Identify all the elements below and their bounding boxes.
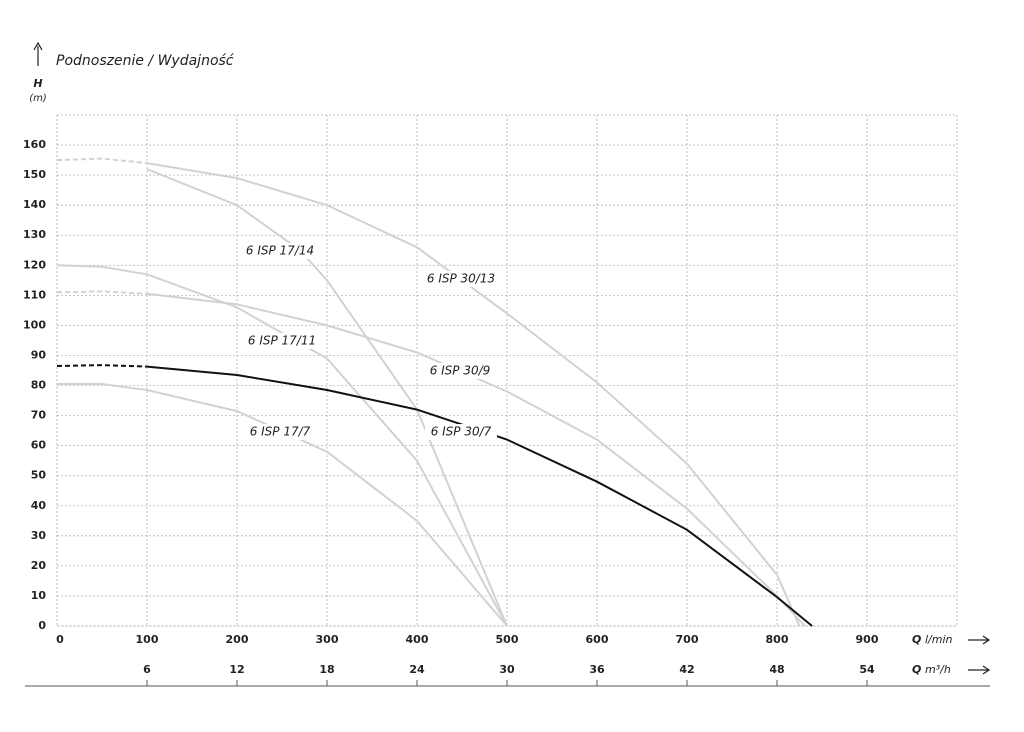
y-tick-label: 140 [23,198,46,211]
x2-tick-label: 36 [589,663,605,676]
x-tick-label: 200 [226,633,249,646]
x2-tick-label: 6 [143,663,151,676]
x-tick-label: 600 [586,633,609,646]
y-arrow-head [33,41,43,51]
curve-label: 6 ISP 17/14 [246,244,314,258]
x-unit: l/min [925,633,953,646]
x2-tick-label: 54 [859,663,875,676]
y-tick-label: 40 [31,499,47,512]
curves [56,157,813,627]
y-tick-label: 130 [23,228,46,241]
label-bg [246,333,318,349]
x2-tick-label: 30 [499,663,515,676]
x2-tick-label: 12 [229,663,244,676]
y-tick-label: 80 [31,379,47,392]
curve-label: 6 ISP 30/7 [431,425,492,439]
curve [146,168,508,627]
y-label: H [33,77,42,90]
y-tick-label: 60 [31,439,47,452]
labels: 6 ISP 17/7 6 ISP 17/11 6 ISP 17/14 6 ISP 30… [244,243,497,440]
x-tick-label: 0 [56,633,64,646]
x2-tick-label: 42 [679,663,694,676]
y-tick-label: 0 [38,619,46,632]
y-tick-label: 160 [23,138,46,151]
y-tick-label: 120 [23,258,46,271]
x2-tick-label: 48 [769,663,784,676]
x2-unit: m³/h [925,663,951,676]
curve-dashed [56,364,148,368]
x-tick-label: 800 [766,633,789,646]
x2-arrow [968,665,991,675]
x2-label: Q [912,663,921,676]
y-tick-label: 50 [31,469,47,482]
x-tick-label: 100 [136,633,159,646]
x-tick-label: 400 [406,633,429,646]
x2-tick-label: 24 [409,663,425,676]
y-unit: (m) [29,93,47,104]
curve [57,383,508,627]
curve-dashed [56,157,148,165]
label-bg [424,363,496,379]
y-tick-label: 90 [31,348,47,361]
y-tick-label: 10 [31,589,47,602]
y-tick-label: 20 [31,559,47,572]
curve [146,162,801,627]
x-label: Q [912,633,921,646]
y-tick-label: 150 [23,168,46,181]
x-tick-label: 500 [496,633,519,646]
curve-label: 6 ISP 30/13 [427,272,495,286]
curve-label: 6 ISP 30/9 [430,364,491,378]
label-bg [425,424,497,440]
y-tick-label: 110 [23,288,46,301]
curve-label: 6 ISP 17/7 [250,425,311,439]
curve [56,264,508,627]
x2-tick-label: 18 [319,663,334,676]
label-bg [244,424,316,440]
x-tick-label: 700 [676,633,699,646]
curve [146,292,806,627]
curve [146,365,813,627]
y-tick-label: 100 [23,318,46,331]
grid [56,114,958,627]
x-tick-label: 300 [316,633,339,646]
label-bg [244,243,316,259]
y-tick-label: 30 [31,529,47,542]
label-bg [425,271,497,287]
x-arrow [968,635,991,645]
chart-title: Podnoszenie / Wydajność [56,53,235,69]
y-tick-label: 70 [31,409,47,422]
curve-dashed [56,290,148,295]
curve-label: 6 ISP 17/11 [248,334,316,348]
x-tick-label: 900 [856,633,879,646]
